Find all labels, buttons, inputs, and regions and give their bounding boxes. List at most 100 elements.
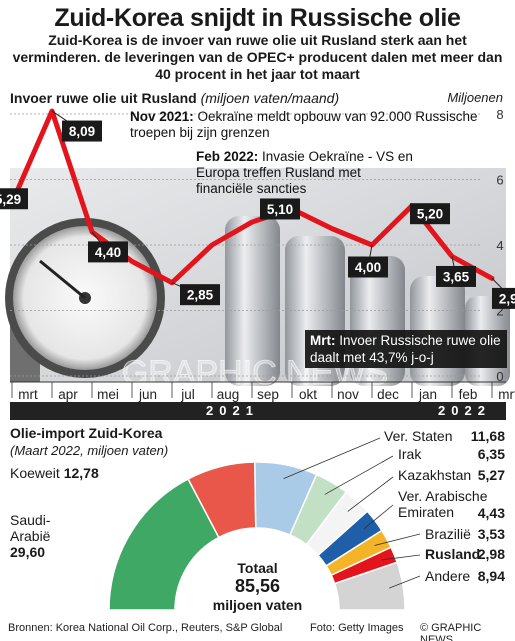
annotation-mrt-date: Mrt:: [310, 333, 336, 348]
x-tick-label: okt: [299, 387, 317, 402]
data-label: 5,20: [417, 207, 443, 222]
pie-leader-line: [381, 554, 421, 561]
country-kazakhstan: Kazakhstan: [398, 467, 472, 483]
x-tick-label: jan: [418, 387, 437, 402]
footer-copyright: © GRAPHIC NEWS: [420, 622, 482, 641]
data-label: 5,29: [0, 192, 21, 207]
x-tick-label: feb: [459, 387, 478, 402]
pie-slice: [333, 561, 406, 611]
country-uae: Ver. Arabische Emiraten: [398, 488, 488, 520]
data-label-box: [492, 287, 515, 309]
line-chart-title-text: Invoer ruwe olie uit Rusland: [10, 90, 197, 106]
pie-leader-line: [363, 504, 394, 530]
line-chart-panel: GRAPHIC NEWS 0 2 4 6 8 mrt apr mei jun jul aug sep…: [0, 86, 515, 424]
data-label-box: [410, 203, 450, 225]
pie-leader-lines: [283, 437, 421, 589]
y-tick-label: 0: [496, 369, 503, 384]
annotation-mrt-2022: Mrt: Invoer Russische ruwe olie daalt me…: [305, 330, 507, 368]
data-label: 2,98: [499, 291, 515, 306]
label-saudi-name: Saudi-Arabië: [10, 512, 51, 544]
country-brazil: Brazilië: [425, 526, 471, 542]
data-label-box: [62, 120, 102, 142]
pie-chart-subtitle: (Maart 2022, miljoen vaten): [10, 443, 169, 458]
watermark: GRAPHIC NEWS: [122, 354, 388, 392]
x-tick-label: apr: [58, 387, 78, 402]
pie-leader-line: [389, 575, 421, 589]
label-koeweit-value: 12,78: [63, 465, 99, 481]
pie-slices: [108, 461, 406, 611]
data-label: 8,09: [69, 124, 95, 139]
data-label-box: [180, 284, 220, 306]
annotation-feb-2022-date: Feb 2022:: [196, 149, 259, 164]
value-brazil: 3,53: [477, 526, 505, 542]
x-tick-label: mrt: [498, 387, 515, 402]
line-chart-unit: (miljoen vaten/maand): [200, 90, 340, 106]
label-koeweit: Koeweit 12,78: [10, 465, 99, 481]
pressure-gauge-icon: [5, 218, 165, 382]
value-uae: 4,43: [477, 505, 505, 521]
country-russia: Rusland: [425, 546, 481, 562]
grid: 0 2 4 6 8: [10, 107, 504, 384]
y-tick-label: 6: [496, 173, 503, 188]
footer-photo-credit: Foto: Getty Images: [310, 622, 404, 634]
data-labels: 5,29 8,09 4,40 2,85 5,10 4,00 5,20 3,65 2,98: [0, 110, 515, 309]
year-label-2022: 2022: [438, 403, 491, 418]
country-us: Ver. Staten: [384, 428, 453, 444]
annotation-nov-2021-date: Nov 2021:: [130, 109, 194, 124]
data-label: 4,40: [95, 245, 121, 260]
pie-chart: [108, 437, 421, 611]
header: Zuid-Korea snijdt in Russische olie Zuid…: [0, 0, 515, 83]
x-tick-label: mrt: [18, 387, 38, 402]
value-other: 8,94: [477, 568, 505, 584]
line-chart-title: Invoer ruwe olie uit Rusland (miljoen va…: [10, 90, 339, 106]
pie-leader-line: [283, 437, 381, 480]
y-tick-label: 4: [496, 238, 503, 253]
y-tick-label: 2: [496, 304, 503, 319]
annotation-feb-2022-text: Invasie Oekraïne - VS en Europa treffen …: [196, 149, 413, 196]
data-label-box: [436, 265, 476, 287]
value-irak: 6,35: [477, 446, 505, 462]
pie-chart-title: Olie-import Zuid-Korea: [10, 425, 163, 441]
pie-leader-line: [374, 533, 421, 546]
year-bar: 2021 2022: [10, 402, 506, 420]
data-label-box: [0, 188, 28, 210]
page-subtitle: Zuid-Korea is de invoer van ruwe olie ui…: [12, 32, 503, 82]
x-tick-label: jul: [180, 387, 195, 402]
value-russia: 2,98: [477, 546, 505, 562]
data-label: 4,00: [355, 260, 381, 275]
year-label-2021: 2021: [206, 403, 259, 418]
value-us: 11,68: [470, 428, 505, 444]
footer-sources: Bronnen: Korea National Oil Corp., Reute…: [8, 622, 283, 634]
x-tick-label: aug: [217, 387, 240, 402]
label-saudi-value: 29,60: [10, 544, 46, 560]
y-tick-label: 8: [496, 107, 503, 122]
country-other: Andere: [425, 568, 471, 584]
x-tick-label: mei: [97, 387, 119, 402]
x-tick-label: nov: [337, 387, 359, 402]
pie-leader-line: [347, 476, 394, 512]
annotation-nov-2021-text: Oekraïne meldt opbouw van 92.000 Russisc…: [130, 109, 478, 140]
x-tick-label: sep: [257, 387, 279, 402]
data-label: 3,65: [443, 269, 470, 284]
label-koeweit-name: Koeweit: [10, 465, 60, 481]
data-label: 2,85: [187, 288, 214, 303]
data-label-box: [260, 198, 300, 220]
x-tick-label: jun: [138, 387, 157, 402]
total-label: Totaal: [237, 560, 278, 576]
pie-leader-line: [324, 455, 394, 495]
data-label-box: [88, 241, 128, 263]
y-axis-unit: Miljoenen: [447, 90, 503, 105]
annotation-nov-2021: Nov 2021: Oekraïne meldt opbouw van 92.0…: [130, 109, 515, 141]
country-irak: Irak: [398, 446, 422, 462]
x-tick-label: dec: [377, 387, 399, 402]
page-title: Zuid-Korea snijdt in Russische olie: [54, 4, 461, 32]
data-label-box: [348, 256, 388, 278]
data-label: 5,10: [267, 202, 293, 217]
total-unit: miljoen vaten: [212, 597, 303, 613]
axis: mrt apr mei jun jul aug sep okt nov dec jan feb mrt: [10, 381, 515, 402]
total-value: 85,56: [234, 576, 281, 596]
annotation-mrt-text: Invoer Russische ruwe olie daalt met 43,…: [310, 333, 501, 365]
label-saudi: Saudi-Arabië 29,60: [10, 512, 70, 560]
value-kazakhstan: 5,27: [477, 467, 505, 483]
annotation-feb-2022: Feb 2022: Invasie Oekraïne - VS en Europ…: [196, 149, 416, 197]
